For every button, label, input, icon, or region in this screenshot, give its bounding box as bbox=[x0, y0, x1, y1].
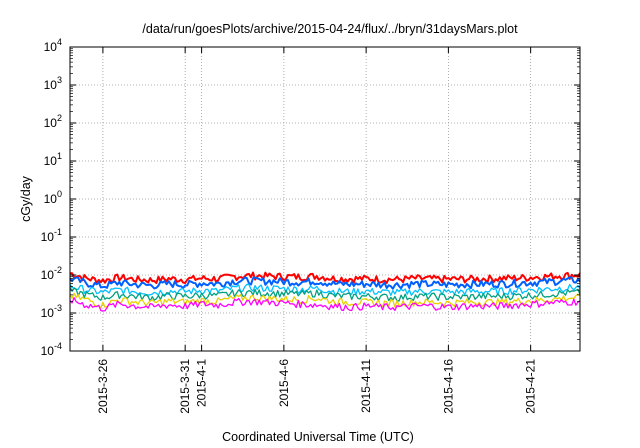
chart-title: /data/run/goesPlots/archive/2015-04-24/f… bbox=[142, 22, 518, 36]
x-tick-label: 2015-4-6 bbox=[277, 359, 291, 407]
y-tick-label: 103 bbox=[44, 75, 62, 92]
y-tick-label: 10-1 bbox=[41, 227, 62, 244]
x-tick-label: 2015-4-16 bbox=[441, 359, 455, 414]
grid bbox=[70, 47, 580, 351]
series-line bbox=[69, 276, 581, 290]
y-tick-label: 10-4 bbox=[41, 341, 62, 358]
y-tick-label: 102 bbox=[44, 113, 62, 130]
y-axis: 104 103 102 101 100 10-1 10-2 10-3 10-4 bbox=[41, 37, 580, 358]
y-tick-label: 104 bbox=[44, 37, 62, 54]
x-tick-label: 2015-3-31 bbox=[178, 359, 192, 414]
y-axis-label: cGy/day bbox=[19, 175, 33, 222]
x-axis-label: Coordinated Universal Time (UTC) bbox=[222, 430, 414, 444]
series-line bbox=[69, 287, 581, 302]
y-tick-label: 10-2 bbox=[41, 265, 62, 282]
series-line bbox=[69, 283, 581, 297]
series-line bbox=[69, 271, 581, 285]
x-tick-label: 2015-3-26 bbox=[96, 359, 110, 414]
series-line bbox=[69, 297, 581, 312]
x-tick-label: 2015-4-11 bbox=[359, 359, 373, 413]
x-tick-label: 2015-4-21 bbox=[524, 359, 538, 414]
x-axis: 2015-3-26 2015-3-31 2015-4-1 2015-4-6 2015-4… bbox=[96, 47, 538, 414]
y-tick-label: 100 bbox=[44, 189, 62, 206]
y-tick-label: 101 bbox=[44, 151, 62, 168]
series-group bbox=[69, 271, 581, 312]
x-tick-label: 2015-4-1 bbox=[195, 359, 209, 407]
y-tick-label: 10-3 bbox=[41, 303, 62, 320]
